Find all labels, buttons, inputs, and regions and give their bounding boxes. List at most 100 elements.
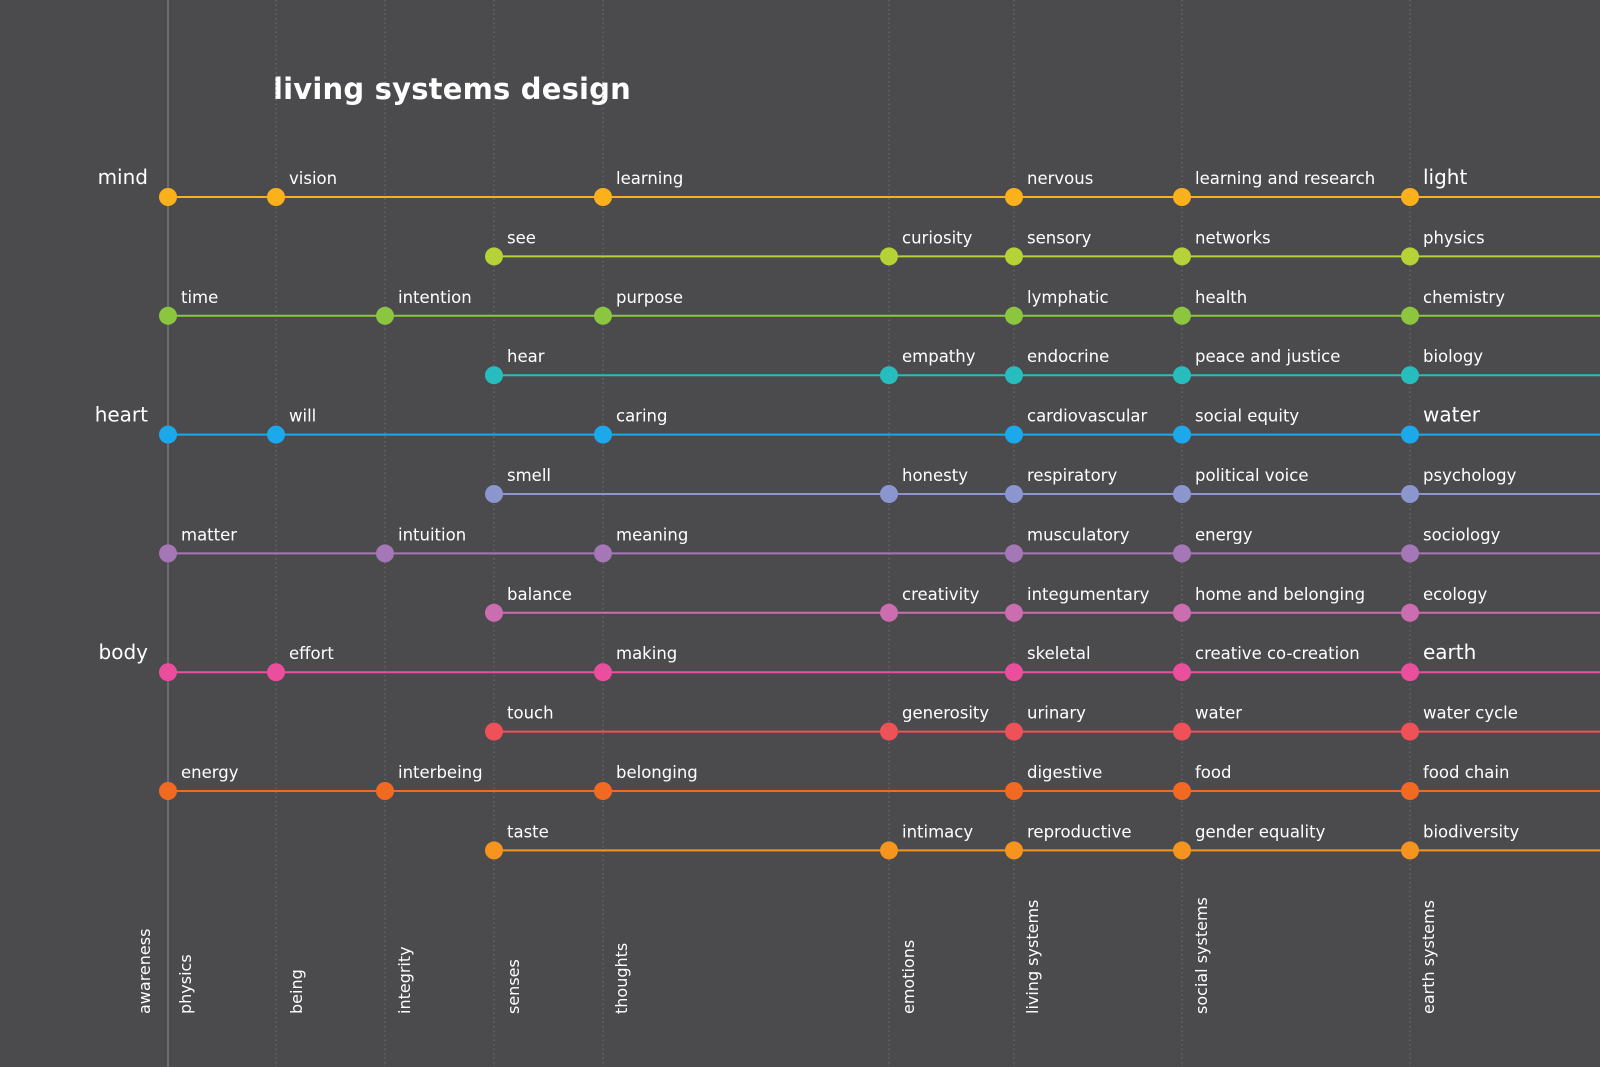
node-dot — [1173, 841, 1191, 860]
group-label-heart: heart — [95, 403, 148, 427]
row-12: taste intimacy reproductive gender equality… — [485, 822, 1600, 860]
node-dot — [1173, 306, 1191, 325]
node-label: skeletal — [1027, 644, 1091, 663]
node-dot — [267, 425, 285, 444]
node-dot — [1005, 485, 1023, 503]
node-dot — [1005, 603, 1023, 622]
node-dot — [1005, 663, 1023, 682]
column-label-emotions: emotions — [899, 940, 918, 1014]
node-dot — [1401, 544, 1419, 563]
node-dot — [485, 841, 503, 860]
node-label: chemistry — [1423, 288, 1505, 307]
node-label: endocrine — [1027, 347, 1109, 366]
column-label-integrity: integrity — [395, 946, 414, 1014]
node-dot — [1401, 782, 1419, 800]
node-dot — [594, 306, 612, 325]
column-label-earth-systems: earth systems — [1419, 900, 1438, 1014]
node-dot — [1005, 247, 1023, 266]
node-label: learning and research — [1195, 169, 1375, 188]
group-label-mind: mind — [98, 165, 148, 189]
column-label-social-systems: social systems — [1192, 897, 1211, 1014]
node-dot — [1401, 841, 1419, 860]
node-dot — [376, 782, 394, 800]
node-dot — [1005, 544, 1023, 563]
node-dot — [1173, 366, 1191, 385]
node-label: biodiversity — [1423, 822, 1520, 841]
node-dot — [1005, 425, 1023, 444]
node-label: respiratory — [1027, 466, 1117, 485]
row-10: touch generosity urinary water water cycle — [485, 704, 1600, 741]
node-dot — [1173, 722, 1191, 741]
node-dot — [1173, 425, 1191, 444]
node-label: reproductive — [1027, 822, 1132, 841]
node-dot — [1005, 722, 1023, 741]
node-dot — [159, 188, 177, 206]
column-label-awareness: awareness — [135, 929, 154, 1014]
node-label: intuition — [398, 525, 466, 544]
node-dot — [159, 663, 177, 682]
node-label: caring — [616, 407, 667, 426]
node-label: honesty — [902, 466, 968, 485]
node-label: political voice — [1195, 466, 1308, 485]
column-label-being: being — [287, 969, 306, 1014]
node-dot — [159, 306, 177, 325]
node-dot — [594, 663, 612, 682]
node-label: interbeing — [398, 763, 483, 782]
row-3: time intention purpose lymphatic health chemi… — [159, 288, 1600, 325]
row-1: mind vision learning nervous learning and re… — [98, 165, 1600, 206]
node-label: generosity — [902, 704, 989, 723]
node-label: nervous — [1027, 169, 1093, 188]
node-dot — [159, 782, 177, 800]
node-dot — [1005, 306, 1023, 325]
node-label: sensory — [1027, 228, 1092, 247]
node-label: earth — [1423, 640, 1476, 664]
node-label: social equity — [1195, 407, 1299, 426]
column-label-thoughts: thoughts — [612, 943, 631, 1014]
node-label: learning — [616, 169, 683, 188]
column-label-physics: physics — [176, 954, 195, 1014]
node-label: physics — [1423, 228, 1485, 247]
node-dot — [1173, 782, 1191, 800]
node-label: will — [289, 407, 316, 426]
node-label: creativity — [902, 585, 980, 604]
node-label: cardiovascular — [1027, 407, 1148, 426]
node-dot — [1401, 722, 1419, 741]
node-dot — [1173, 603, 1191, 622]
node-label: intimacy — [902, 822, 973, 841]
node-dot — [1173, 544, 1191, 563]
node-label: digestive — [1027, 763, 1102, 782]
row-8: balance creativity integumentary home and b… — [485, 585, 1600, 622]
node-dot — [880, 722, 898, 741]
node-label: urinary — [1027, 704, 1086, 723]
node-label: empathy — [902, 347, 976, 366]
node-label: curiosity — [902, 228, 973, 247]
node-label: energy — [1195, 525, 1253, 544]
node-label: biology — [1423, 347, 1483, 366]
node-label: smell — [507, 466, 551, 485]
node-label: musculatory — [1027, 525, 1130, 544]
node-label: gender equality — [1195, 822, 1326, 841]
node-dot — [159, 425, 177, 444]
node-label: matter — [181, 525, 237, 544]
node-label: psychology — [1423, 466, 1517, 485]
node-label: sociology — [1423, 525, 1501, 544]
node-dot — [159, 544, 177, 563]
node-dot — [1401, 485, 1419, 503]
row-6: smell honesty respiratory political voice ps… — [485, 466, 1600, 503]
node-dot — [1173, 485, 1191, 503]
node-dot — [1401, 663, 1419, 682]
row-2: see curiosity sensory networks physics — [485, 228, 1600, 266]
node-label: meaning — [616, 525, 688, 544]
node-label: belonging — [616, 763, 698, 782]
node-dot — [485, 366, 503, 385]
node-label: see — [507, 228, 536, 247]
node-dot — [880, 485, 898, 503]
node-dot — [1401, 425, 1419, 444]
node-dot — [880, 603, 898, 622]
node-label: making — [616, 644, 677, 663]
node-label: hear — [507, 347, 545, 366]
node-dot — [594, 188, 612, 206]
node-dot — [485, 603, 503, 622]
node-dot — [485, 485, 503, 503]
